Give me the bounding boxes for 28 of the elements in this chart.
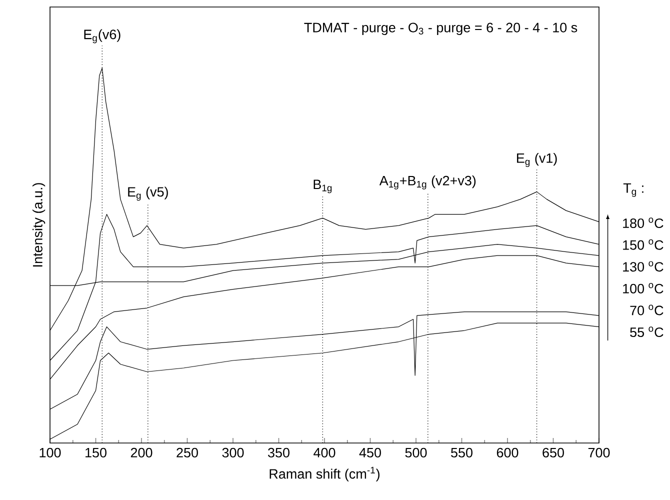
ref-line-label: B$_{1g}$	[314, 180, 332, 194]
x-tick-label: 200	[130, 448, 152, 458]
x-tick-label: 500	[405, 448, 427, 458]
x-tick-label: 300	[222, 448, 244, 458]
text: 100 $^{o}$C	[623, 282, 664, 294]
x-tick-label: 150	[86, 448, 106, 458]
ref-line-label: A$_{1g}$+B$_{1g}$ (v2+v3)	[379, 176, 476, 190]
series-label: 150 $^{o}$C	[623, 239, 664, 250]
text: 70 $^{o}$C	[630, 304, 664, 316]
x-axis-title: Raman shift (cm$^{-1}$)	[270, 466, 380, 482]
series-label: 130 $^{o}$C	[623, 261, 664, 272]
x-tick-label: 350	[268, 448, 290, 458]
legend-label: 180 $^{o}$C	[623, 218, 664, 228]
x-tick-label: 550	[451, 448, 472, 458]
x-tick-label: 100	[40, 448, 61, 458]
x-tick-label: 700	[588, 448, 610, 458]
y-axis-title: Intensity (a.u.)	[32, 183, 46, 267]
x-tick-label: 600	[496, 448, 518, 458]
x-tick-label: 400	[314, 448, 336, 458]
x-tick-label: 450	[359, 448, 381, 458]
ref-line-label: E$_{g}$(v6)	[84, 29, 120, 44]
x-tick-label: 250	[176, 448, 198, 458]
x-tick-label: 650	[542, 448, 564, 458]
legend-title: T$_{g}$ :	[623, 183, 644, 197]
text: 55 $^{o}$C	[630, 326, 664, 338]
ref-line-label: E$_{g}$ (v5)	[128, 186, 168, 201]
ref-line-label: E$_{g}$ (v1)	[517, 153, 557, 167]
text: TDMAT - purge - O$_{3}$ - purge = 6 - 20 - 4 - 10 s	[304, 22, 578, 36]
